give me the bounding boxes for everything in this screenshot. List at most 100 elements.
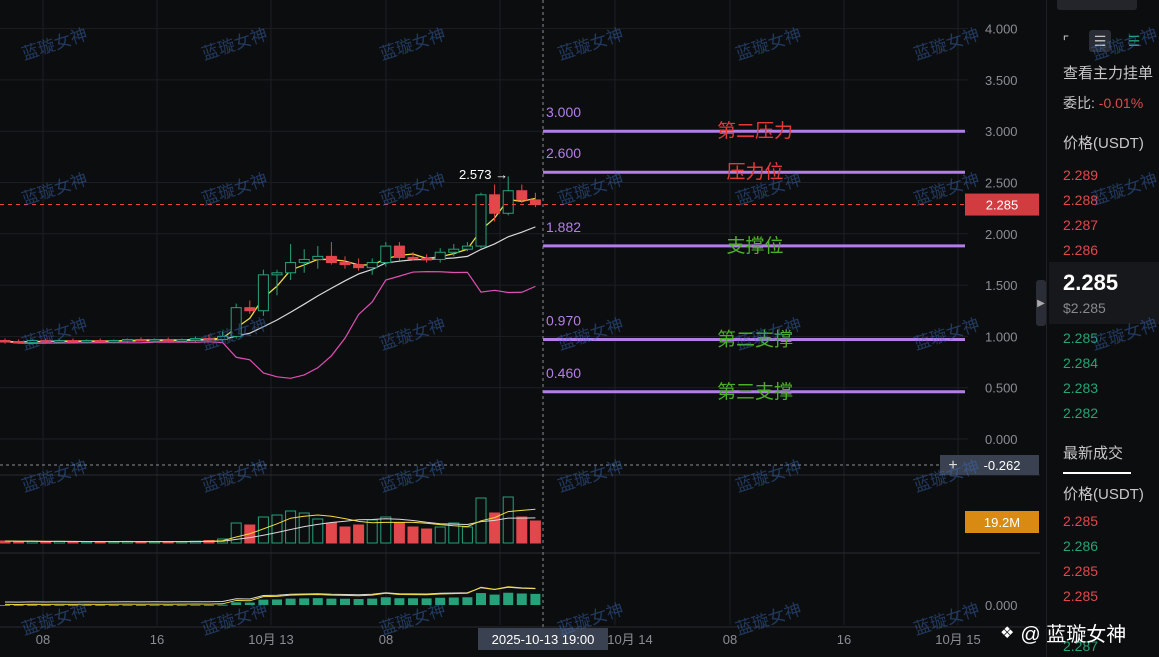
level-name-label: 第二支撑 (717, 328, 793, 350)
volume-bar (257, 516, 269, 544)
candle-body (434, 251, 446, 260)
volume-bar (380, 516, 392, 544)
candle-body (298, 258, 310, 264)
candle-body (421, 257, 433, 261)
candle-body (529, 199, 541, 206)
bid-price[interactable]: 2.285 (1063, 330, 1099, 346)
indicator-bar (81, 605, 92, 606)
trades-price-header: 价格(USDT) (1063, 486, 1144, 503)
current-price-tag-text: 2.285 (986, 198, 1019, 213)
ask-price[interactable]: 2.287 (1063, 217, 1099, 233)
order-book-panel: ⌜ ☰ ☰ 查看主力挂单 委比: -0.01% 价格(USDT) 2.289 2… (1046, 0, 1159, 657)
candle-body (271, 272, 283, 276)
trade-price: 2.285 (1063, 588, 1099, 604)
indicator-bar (40, 605, 51, 606)
candle-body (353, 264, 365, 269)
volume-bar (407, 526, 419, 544)
price-axis-label: 1.000 (985, 329, 1018, 344)
indicator-bar (176, 604, 187, 606)
volume-bar (502, 496, 514, 544)
candle-body (230, 307, 242, 337)
ma-line-fast (4, 197, 536, 343)
candle-body (53, 340, 65, 343)
trade-price: 2.285 (1063, 563, 1099, 579)
candle-body (203, 337, 215, 341)
indicator-bar (530, 593, 541, 605)
ask-price[interactable]: 2.288 (1063, 192, 1099, 208)
ask-price[interactable]: 2.289 (1063, 167, 1099, 183)
indicator-bar (367, 598, 378, 605)
panel-icon-bar: ⌜ ☰ ☰ (1055, 30, 1145, 52)
price-column-header: 价格(USDT) (1063, 135, 1144, 152)
brand-text: @ 蓝璇女神 (1020, 624, 1127, 646)
volume-bar (448, 522, 460, 544)
tab-latest-trades[interactable]: 最新成交 (1063, 445, 1124, 462)
crosshair-price-text: -0.262 (984, 458, 1021, 473)
candle-body (393, 245, 405, 258)
indicator-bar (68, 605, 78, 606)
indicator-bar (204, 604, 214, 606)
candle-body (339, 262, 351, 266)
volume-bar (285, 510, 297, 544)
volume-bar (434, 526, 446, 544)
volume-bar (489, 512, 501, 544)
candle-body (366, 262, 378, 269)
volume-bar (353, 524, 365, 544)
volume-bar (366, 519, 378, 544)
candle-body (489, 194, 501, 214)
level-value-label: 0.460 (546, 365, 581, 381)
crosshair-time-tag (478, 628, 608, 650)
order-book-bids-icon[interactable]: ☰ (1127, 32, 1141, 49)
indicator-bar (136, 605, 146, 606)
bid-price[interactable]: 2.282 (1063, 405, 1099, 421)
price-axis-label: 0.000 (985, 432, 1018, 447)
indicator-bar (272, 599, 282, 605)
plus-icon: + (948, 457, 957, 474)
brand-logo-icon: ❖ (1000, 624, 1015, 642)
bid-price[interactable]: 2.284 (1063, 355, 1099, 371)
ratio-label: 委比: (1063, 95, 1095, 111)
ratio-value: -0.01% (1098, 95, 1144, 111)
volume-bar (529, 520, 541, 544)
bid-price[interactable]: 2.283 (1063, 380, 1099, 396)
candle-body (448, 248, 460, 253)
indicator-bar (516, 593, 527, 605)
candle-body (81, 340, 93, 343)
indicator-bar (421, 598, 432, 605)
ask-price[interactable]: 2.286 (1063, 242, 1099, 258)
last-price-box (1049, 262, 1159, 324)
candle-body (0, 340, 11, 343)
indicator-bar (122, 604, 133, 606)
volume-bar (325, 522, 337, 544)
time-axis-label: 10月 15 (935, 632, 981, 647)
candle-body (176, 338, 188, 342)
time-axis-label: 08 (379, 632, 393, 647)
indicator-line-slow (4, 586, 536, 603)
frame-icon[interactable]: ⌜ (1062, 32, 1070, 49)
candlestick-chart[interactable]: 4.000 3.500 3.000 2.500 2.000 1.500 1.000 0.500… (0, 0, 1046, 657)
indicator-bar (217, 604, 228, 606)
indicator-bar (448, 597, 459, 605)
indicator-bar (326, 598, 337, 605)
collapse-panel-button[interactable]: ▶ (1036, 280, 1046, 326)
indicator-bar (244, 602, 255, 605)
current-price-tag (965, 193, 1039, 216)
candle-body (94, 340, 106, 343)
view-main-orders-link[interactable]: 查看主力挂单 (1063, 65, 1154, 82)
panel-top-tab[interactable] (1057, 0, 1137, 10)
level-value-label: 1.882 (546, 219, 581, 235)
bid-ask-ratio: 委比: -0.01% (1063, 93, 1143, 113)
volume-bar (516, 516, 528, 544)
last-price: 2.285 (1063, 270, 1119, 295)
level-name-label: 支撑位 (726, 235, 783, 257)
crosshair-time-text: 2025-10-13 19:00 (492, 632, 595, 647)
candle-body (26, 340, 38, 344)
level-name-label: 第三支撑 (717, 381, 793, 403)
indicator-bar (353, 599, 364, 605)
indicator-bar (190, 604, 201, 606)
indicator-bar (231, 602, 242, 605)
volume-bar (40, 541, 52, 544)
candle-body (217, 335, 229, 340)
time-axis-label: 10月 13 (248, 632, 294, 647)
order-book-both-icon[interactable]: ☰ (1089, 30, 1111, 52)
